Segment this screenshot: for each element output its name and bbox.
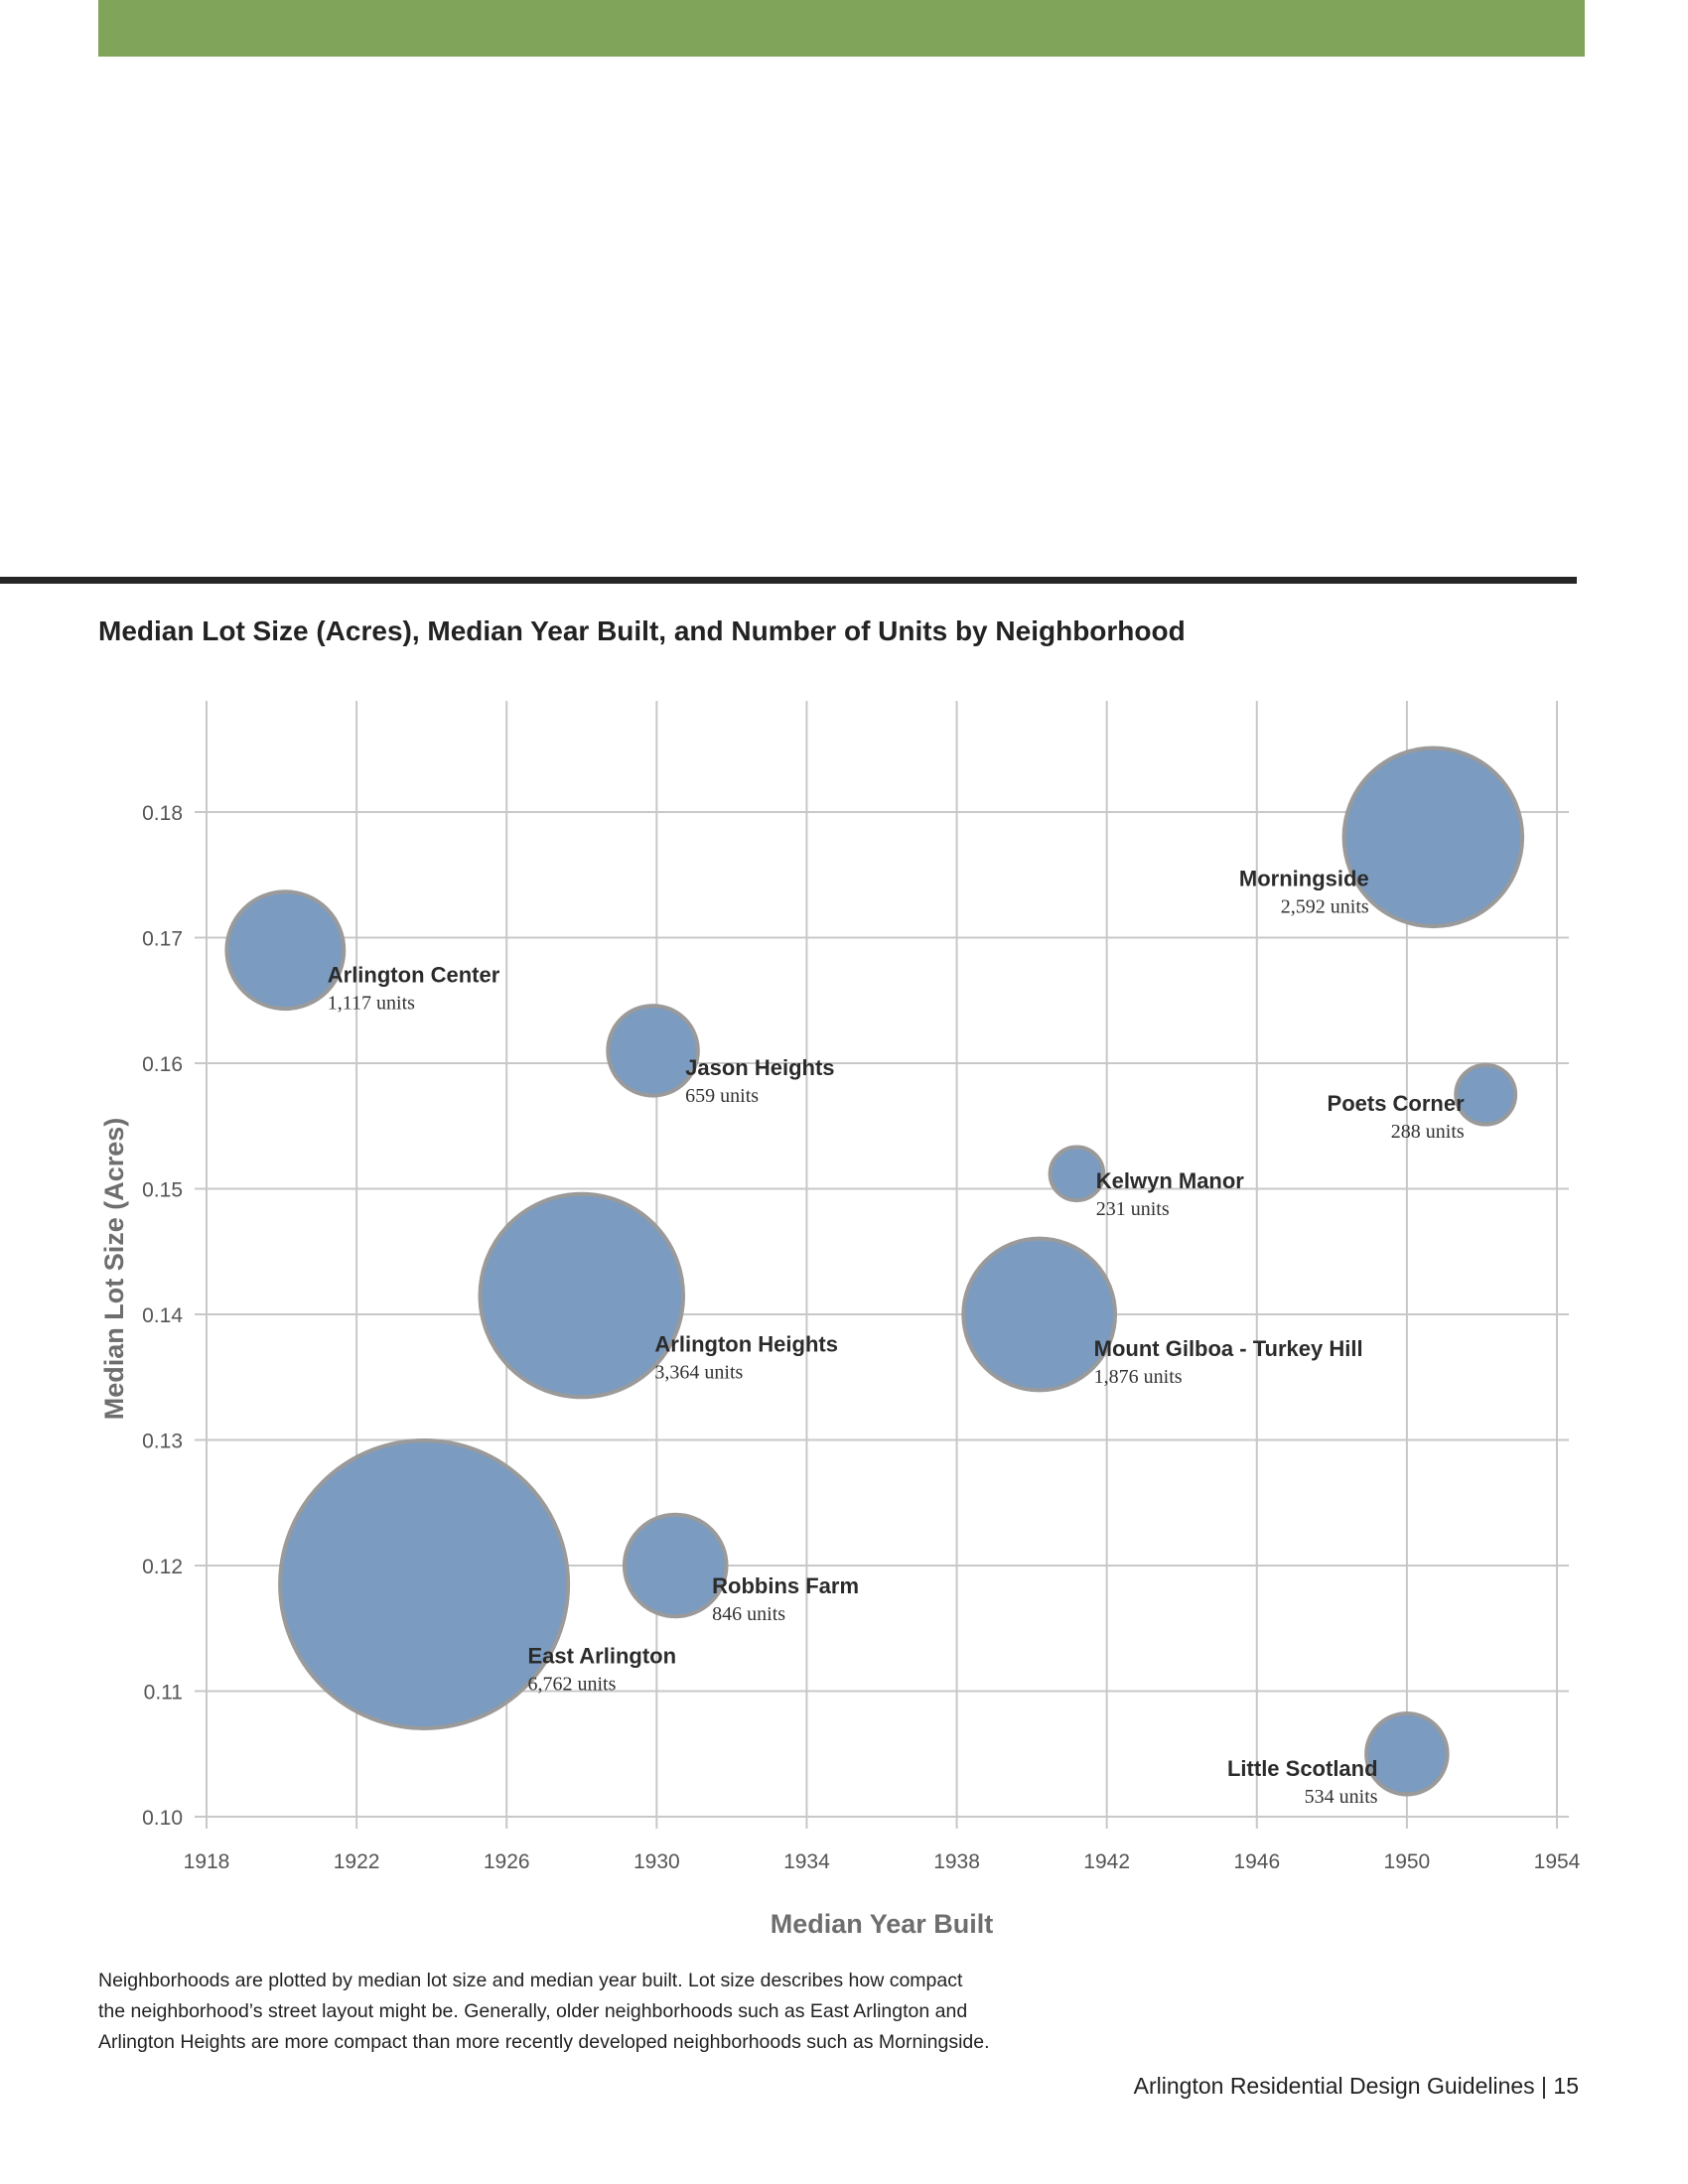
bubble-name-label: Little Scotland (1227, 1756, 1378, 1781)
bubble (606, 1004, 700, 1098)
bubble-units-label: 534 units (1305, 1786, 1378, 1808)
bubble-name-label: Arlington Center (328, 963, 500, 988)
x-tick-label: 1942 (1083, 1850, 1130, 1873)
bubble-units-label: 6,762 units (528, 1674, 617, 1696)
caption-line: Arlington Heights are more compact than … (98, 2031, 990, 2053)
bubble (224, 889, 347, 1012)
y-tick-label: 0.15 (142, 1179, 183, 1202)
chart-title: Median Lot Size (Acres), Median Year Bui… (98, 615, 1186, 646)
y-axis-title: Median Lot Size (Acres) (99, 1118, 129, 1421)
bubble-name-label: Morningside (1239, 867, 1369, 891)
x-tick-label: 1950 (1384, 1850, 1431, 1873)
bubble-name-label: Mount Gilboa - Turkey Hill (1094, 1336, 1363, 1361)
bubble (1454, 1062, 1518, 1127)
caption-line: Neighborhoods are plotted by median lot … (98, 1970, 963, 1991)
bubble-name-label: Arlington Heights (654, 1331, 838, 1356)
x-axis-title: Median Year Built (771, 1909, 994, 1939)
bubble-series (224, 746, 1525, 1797)
x-axis-ticks: 1918 1922 1926 1930 1934 1938 1942 1946 1950 1954 (184, 1850, 1581, 1873)
header-color-bar (98, 0, 1585, 57)
x-tick-label: 1938 (933, 1850, 980, 1873)
x-tick-label: 1934 (783, 1850, 830, 1873)
y-tick-label: 0.18 (142, 802, 183, 825)
x-tick-label: 1954 (1534, 1850, 1581, 1873)
page-footer: Arlington Residential Design Guidelines … (1133, 2073, 1579, 2099)
bubble-name-label: Kelwyn Manor (1096, 1168, 1245, 1193)
section-divider (0, 577, 1577, 584)
y-tick-label: 0.10 (142, 1807, 183, 1830)
caption-line: the neighborhood’s street layout might b… (98, 2000, 968, 2022)
bubble (961, 1236, 1118, 1393)
bubble-name-label: East Arlington (528, 1644, 677, 1669)
x-tick-label: 1930 (633, 1850, 680, 1873)
bubble-units-label: 288 units (1391, 1121, 1465, 1143)
x-tick-label: 1918 (184, 1850, 230, 1873)
bubble (622, 1512, 729, 1619)
y-tick-label: 0.13 (142, 1431, 183, 1453)
bubble-units-label: 1,876 units (1094, 1366, 1183, 1388)
y-tick-label: 0.12 (142, 1556, 183, 1578)
x-tick-label: 1946 (1233, 1850, 1280, 1873)
y-tick-label: 0.17 (142, 928, 183, 951)
bubble-units-label: 231 units (1096, 1198, 1170, 1220)
bubble-units-label: 3,364 units (654, 1361, 743, 1383)
y-axis-ticks: 0.10 0.11 0.12 0.13 0.14 0.15 0.16 0.17 0.18 (142, 802, 183, 1830)
bubble-chart: 1918 1922 1926 1930 1934 1938 1942 1946 1950 1954… (99, 701, 1581, 1939)
bubble-units-label: 846 units (712, 1603, 785, 1625)
bubble-units-label: 1,117 units (328, 993, 415, 1015)
bubble-name-label: Jason Heights (685, 1055, 834, 1080)
x-tick-label: 1922 (334, 1850, 380, 1873)
x-tick-label: 1926 (484, 1850, 530, 1873)
bubble-name-label: Robbins Farm (712, 1573, 859, 1598)
y-tick-label: 0.11 (144, 1682, 183, 1705)
y-tick-label: 0.16 (142, 1053, 183, 1076)
bubble (1048, 1145, 1106, 1203)
bubble-units-label: 659 units (685, 1085, 759, 1107)
bubble (478, 1191, 686, 1400)
y-tick-label: 0.14 (142, 1304, 183, 1327)
bubble (1364, 1711, 1450, 1797)
bubble-units-label: 2,592 units (1281, 896, 1369, 918)
chart-caption: Neighborhoods are plotted by median lot … (98, 1966, 1091, 2058)
bubble (278, 1437, 571, 1730)
bubble-labels: Arlington Center 1,117 units Jason Heights… (328, 867, 1465, 1808)
bubble (1341, 746, 1525, 929)
bubble-name-label: Poets Corner (1328, 1091, 1466, 1116)
